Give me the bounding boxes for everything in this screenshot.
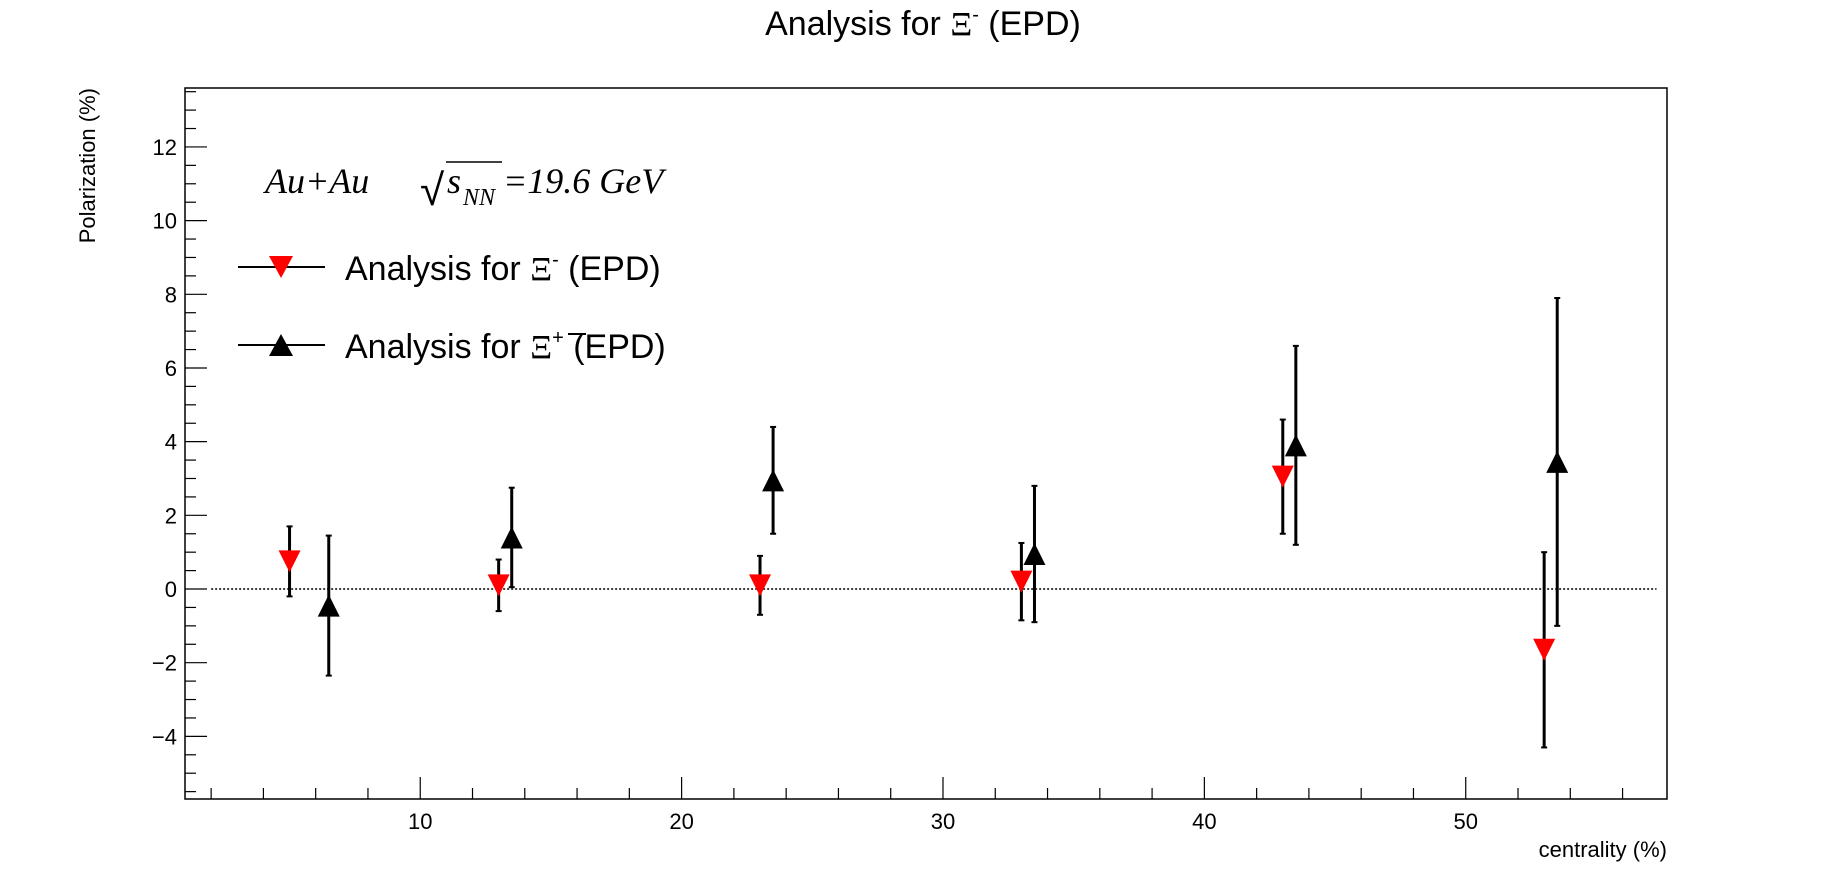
y-tick-label: 6 bbox=[165, 356, 177, 381]
data-point-series-0 bbox=[487, 574, 510, 597]
data-point-series-0 bbox=[278, 550, 301, 573]
y-tick-label: −4 bbox=[152, 724, 177, 749]
axis-tick-labels: 10 20 30 40 50 −4 −2 0 2 4 6 8 10 12 bbox=[152, 135, 1478, 834]
x-tick-label: 30 bbox=[931, 809, 955, 834]
legend-marker-xi-plus bbox=[269, 334, 293, 356]
y-tick-label: 2 bbox=[165, 503, 177, 528]
data-point-series-0 bbox=[1533, 638, 1556, 661]
y-tick-label: 12 bbox=[153, 135, 177, 160]
legend-marker-xi-minus bbox=[269, 256, 293, 278]
data-point-series-0 bbox=[1271, 465, 1294, 488]
collision-annotation: Au+Au √ s NN =19.6 GeV bbox=[263, 161, 667, 215]
axis-ticks bbox=[185, 91, 1624, 799]
annotation-subscript: NN bbox=[462, 185, 497, 211]
data-point-series-0 bbox=[749, 574, 772, 597]
x-tick-label: 20 bbox=[669, 809, 693, 834]
y-tick-label: 10 bbox=[153, 209, 177, 234]
annotation-system: Au+Au bbox=[263, 161, 369, 201]
x-tick-label: 10 bbox=[408, 809, 432, 834]
y-axis-label: Polarization (%) bbox=[75, 88, 100, 243]
annotation-s: s bbox=[447, 161, 461, 201]
chart-title-superscript: - bbox=[972, 4, 979, 26]
plot-frame bbox=[184, 87, 1668, 800]
data-point-series-1 bbox=[762, 469, 785, 492]
y-tick-label: 4 bbox=[165, 430, 177, 455]
chart-title: Analysis for Ξ- (EPD) bbox=[765, 4, 1081, 43]
y-tick-label: 0 bbox=[165, 577, 177, 602]
data-marks bbox=[278, 296, 1569, 749]
legend: Analysis for Ξ- (EPD) Analysis for Ξ+ (E… bbox=[238, 249, 666, 366]
legend-label-xi-minus: Analysis for Ξ- (EPD) bbox=[345, 249, 661, 288]
legend-entry-xi-plus: Analysis for Ξ+ (EPD) bbox=[238, 327, 666, 366]
y-tick-label: −2 bbox=[152, 651, 177, 676]
legend-entry-xi-minus: Analysis for Ξ- (EPD) bbox=[238, 249, 661, 288]
legend-label-xi-plus: Analysis for Ξ+ (EPD) bbox=[345, 327, 666, 366]
x-tick-label: 40 bbox=[1192, 809, 1216, 834]
annotation-energy: =19.6 GeV bbox=[503, 161, 667, 201]
data-point-series-1 bbox=[1546, 450, 1569, 473]
data-point-series-1 bbox=[1284, 434, 1307, 457]
data-point-series-1 bbox=[500, 526, 523, 549]
y-tick-label: 8 bbox=[165, 282, 177, 307]
x-axis-label: centrality (%) bbox=[1539, 837, 1667, 862]
chart-title-suffix: (EPD) bbox=[979, 5, 1081, 43]
data-point-series-1 bbox=[1023, 543, 1046, 566]
data-point-series-1 bbox=[317, 594, 340, 617]
chart-title-prefix: Analysis for bbox=[765, 5, 950, 43]
data-point-series-0 bbox=[1010, 570, 1033, 593]
annotation-sqrt-symbol: √ bbox=[420, 166, 445, 215]
x-tick-label: 50 bbox=[1453, 809, 1477, 834]
chart-title-symbol: Ξ bbox=[950, 6, 972, 43]
